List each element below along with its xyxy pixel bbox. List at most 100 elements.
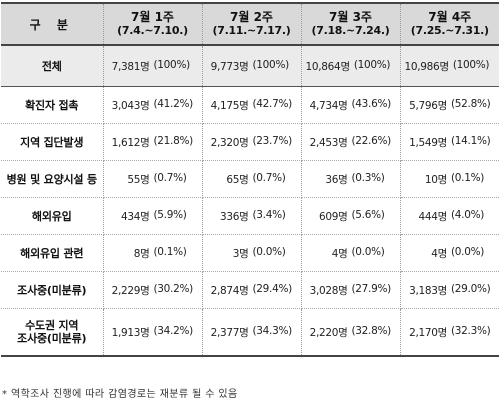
cell-count: 609명 (318, 210, 348, 223)
table-row-total: 전체 7,381명 (100%) 9,773명 (100%) 10,864명 (100… (1, 44, 499, 87)
week-title: 7월 1주 (131, 10, 174, 24)
cell-count: 2,229명 (111, 284, 150, 297)
week-header-3: 7월 3주 (7.18.~7.24.) (300, 2, 401, 46)
cell-count: 5,796명 (409, 99, 447, 112)
cell-count: 336명 (219, 210, 249, 223)
table-row: 해외유입 434명 (5.9%) 336명 (3.4%) 609명 (5.6%) 44… (1, 197, 499, 235)
row-label: 전체 (1, 44, 104, 87)
cell-count: 2,320명 (210, 136, 249, 149)
week-header-2: 7월 2주 (7.11.~7.17.) (201, 2, 302, 46)
cell-percent: (29.0%) (451, 282, 491, 295)
cell-percent: (5.9%) (153, 208, 187, 221)
data-cell: 434명 (5.9%) (102, 197, 203, 235)
cell-percent: (0.0%) (451, 245, 485, 258)
week-range: (7.18.~7.24.) (311, 24, 390, 37)
cell-count: 434명 (120, 210, 150, 223)
cell-count: 4명 (431, 247, 447, 260)
row-label-line-2: 조사중(미분류) (17, 332, 87, 345)
data-cell: 55명 (0.7%) (102, 160, 203, 198)
cell-percent: (32.8%) (351, 324, 392, 337)
table-row: 수도권 지역 조사중(미분류) 1,913명 (34.2%) 2,377명 (34.… (1, 308, 499, 357)
cell-percent: (100%) (153, 58, 191, 71)
cell-count: 1,612명 (111, 136, 150, 149)
cell-count: 10,986명 (404, 60, 450, 73)
data-cell: 336명 (3.4%) (201, 197, 302, 235)
cell-percent: (3.4%) (252, 208, 286, 221)
cell-count: 4,175명 (210, 99, 249, 112)
cell-percent: (42.7%) (252, 97, 293, 110)
cell-percent: (0.0%) (252, 245, 286, 258)
cell-percent: (0.1%) (153, 245, 187, 258)
cell-percent: (34.2%) (153, 324, 194, 337)
row-label: 확진자 접촉 (1, 86, 104, 124)
cell-percent: (0.7%) (153, 171, 187, 184)
data-cell: 3,183명 (29.0%) (399, 271, 499, 309)
data-cell: 1,612명 (21.8%) (102, 123, 203, 161)
cell-count: 10,864명 (305, 60, 351, 73)
row-label-line-1: 수도권 지역 (25, 319, 79, 332)
week-title: 7월 3주 (329, 10, 372, 24)
footnote: * 역학조사 진행에 따라 감염경로는 재분류 될 수 있음 (2, 389, 238, 400)
data-cell: 65명 (0.7%) (201, 160, 302, 198)
cell-percent: (32.3%) (451, 324, 491, 337)
data-cell: 2,170명 (32.3%) (399, 308, 499, 357)
table-row: 지역 집단발생 1,612명 (21.8%) 2,320명 (23.7%) 2,45… (1, 123, 499, 161)
data-cell: 10,864명 (100%) (300, 44, 401, 87)
cell-percent: (30.2%) (153, 282, 194, 295)
table-row: 해외유입 관련 8명 (0.1%) 3명 (0.0%) 4명 (0.0%) 4명 (0.… (1, 234, 499, 272)
data-cell: 10,986명 (100%) (399, 44, 499, 87)
cell-count: 7,381명 (111, 60, 150, 73)
cell-count: 3,043명 (111, 99, 150, 112)
week-range: (7.4.~7.10.) (117, 24, 188, 37)
data-cell: 9,773명 (100%) (201, 44, 302, 87)
row-label: 조사중(미분류) (1, 271, 104, 309)
cell-count: 3명 (232, 247, 249, 260)
table-row: 조사중(미분류) 2,229명 (30.2%) 2,874명 (29.4%) 3,0… (1, 271, 499, 309)
cell-count: 8명 (133, 247, 150, 260)
row-label: 지역 집단발생 (1, 123, 104, 161)
table-row: 병원 및 요양시설 등 55명 (0.7%) 65명 (0.7%) 36명 (0.3%… (1, 160, 499, 198)
cell-percent: (34.3%) (252, 324, 293, 337)
week-header-1: 7월 1주 (7.4.~7.10.) (102, 2, 203, 46)
cell-count: 55명 (127, 173, 150, 186)
data-cell: 444명 (4.0%) (399, 197, 499, 235)
table-row: 확진자 접촉 3,043명 (41.2%) 4,175명 (42.7%) 4,734… (1, 86, 499, 124)
cell-count: 1,913명 (111, 326, 150, 339)
cell-count: 2,453명 (309, 136, 348, 149)
cell-percent: (100%) (452, 58, 490, 71)
row-label: 수도권 지역 조사중(미분류) (1, 308, 104, 357)
cell-percent: (22.6%) (351, 134, 392, 147)
cell-count: 2,170명 (409, 326, 447, 339)
cell-percent: (0.0%) (351, 245, 385, 258)
cell-count: 2,377명 (210, 326, 249, 339)
data-cell: 2,453명 (22.6%) (300, 123, 401, 161)
data-cell: 4명 (0.0%) (300, 234, 401, 272)
data-cell: 2,874명 (29.4%) (201, 271, 302, 309)
data-cell: 3,043명 (41.2%) (102, 86, 203, 124)
data-cell: 3명 (0.0%) (201, 234, 302, 272)
cell-percent: (41.2%) (153, 97, 194, 110)
week-header-4: 7월 4주 (7.25.~7.31.) (399, 2, 499, 46)
data-cell: 36명 (0.3%) (300, 160, 401, 198)
data-cell: 1,913명 (34.2%) (102, 308, 203, 357)
cell-percent: (52.8%) (451, 97, 491, 110)
data-cell: 4,175명 (42.7%) (201, 86, 302, 124)
cell-percent: (43.6%) (351, 97, 392, 110)
data-cell: 3,028명 (27.9%) (300, 271, 401, 309)
week-title: 7월 2주 (230, 10, 273, 24)
cell-count: 4명 (331, 247, 348, 260)
cell-percent: (23.7%) (252, 134, 293, 147)
data-cell: 5,796명 (52.8%) (399, 86, 499, 124)
data-cell: 2,220명 (32.8%) (300, 308, 401, 357)
cell-count: 9,773명 (210, 60, 249, 73)
cell-count: 4,734명 (309, 99, 348, 112)
week-range: (7.25.~7.31.) (410, 24, 489, 37)
cell-percent: (100%) (252, 58, 290, 71)
cell-count: 2,874명 (210, 284, 249, 297)
cell-percent: (27.9%) (351, 282, 392, 295)
cell-count: 3,028명 (309, 284, 348, 297)
week-range: (7.11.~7.17.) (212, 24, 291, 37)
cell-percent: (29.4%) (252, 282, 293, 295)
data-cell: 609명 (5.6%) (300, 197, 401, 235)
